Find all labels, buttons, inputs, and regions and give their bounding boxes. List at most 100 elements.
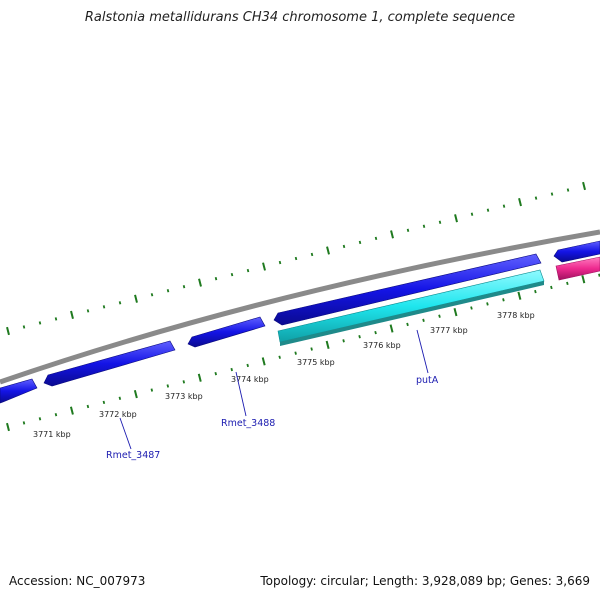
tick-label-3776: 3776 kbp — [363, 341, 401, 350]
outer-ruler-tick — [358, 240, 362, 245]
inner-ruler-tick — [182, 380, 186, 384]
inner-ruler-tick — [230, 367, 233, 372]
outer-ruler-tick — [422, 224, 426, 228]
map-title: Ralstonia metallidurans CH34 chromosome … — [84, 10, 516, 25]
inner-ruler-tick — [470, 306, 473, 310]
tick-label-3777: 3777 kbp — [430, 326, 468, 335]
leader-puta — [416, 329, 429, 374]
topology-summary: Topology: circular; Length: 3,928,089 bp… — [260, 574, 590, 588]
forward-strand-genes — [0, 240, 600, 404]
inner-ruler-tick — [166, 384, 170, 388]
outer-ruler-tick — [182, 285, 186, 289]
outer-ruler-tick — [70, 310, 74, 320]
outer-ruler-tick — [230, 272, 234, 277]
inner-ruler-tick — [133, 390, 138, 399]
leader-rmet-3487 — [119, 417, 132, 450]
reverse-strand-genes — [277, 256, 600, 346]
inner-ruler-tick — [69, 406, 74, 415]
inner-ruler-tick — [406, 322, 409, 327]
inner-ruler-tick — [6, 422, 10, 432]
outer-ruler-tick — [502, 204, 506, 208]
gene-labels: Rmet_3487 Rmet_3488 putA — [106, 375, 439, 461]
outer-ruler-tick — [54, 317, 58, 321]
forward-gene-3 — [187, 316, 266, 348]
inner-ruler-tick — [54, 413, 58, 417]
outer-ruler-tick — [214, 276, 218, 281]
tick-labels: 3771 kbp 3772 kbp 3773 kbp 3774 kbp 3775… — [33, 311, 535, 439]
sequence-backbone — [0, 229, 600, 385]
gene-label-rmet-3487: Rmet_3487 — [106, 450, 160, 461]
outer-ruler-tick — [38, 321, 42, 325]
inner-ruler-tick — [118, 396, 122, 400]
inner-ruler-tick — [102, 400, 106, 405]
inner-ruler-tick — [22, 421, 26, 425]
outer-ruler-tick — [262, 262, 266, 271]
inner-ruler-tick — [86, 404, 90, 409]
outer-ruler-tick — [438, 220, 442, 224]
tick-label-3773: 3773 kbp — [165, 392, 203, 401]
outer-ruler-tick — [102, 305, 106, 309]
accession-label: Accession: NC_007973 — [9, 574, 146, 588]
inner-ruler-tick — [534, 289, 537, 294]
outer-ruler-tick — [550, 192, 554, 196]
inner-ruler-tick — [517, 291, 522, 300]
inner-ruler-tick — [261, 357, 266, 366]
inner-tick-ruler — [6, 273, 600, 432]
outer-tick-ruler — [6, 181, 586, 336]
outer-ruler-tick — [198, 278, 202, 287]
gene-leader-lines — [119, 329, 429, 450]
inner-ruler-tick — [294, 351, 297, 355]
outer-ruler-tick — [86, 309, 90, 313]
outer-ruler-tick — [310, 252, 314, 257]
inner-ruler-tick — [389, 324, 394, 333]
inner-ruler-tick — [358, 335, 361, 339]
outer-ruler-tick — [246, 268, 250, 273]
tick-label-3775: 3775 kbp — [297, 358, 335, 367]
outer-ruler-tick — [390, 230, 394, 239]
outer-ruler-tick — [374, 236, 378, 241]
inner-ruler-tick — [325, 340, 330, 350]
outer-ruler-tick — [470, 212, 474, 216]
outer-ruler-tick — [166, 289, 170, 293]
tick-label-3772: 3772 kbp — [99, 410, 137, 419]
outer-ruler-tick — [518, 198, 522, 207]
inner-ruler-tick — [438, 314, 441, 318]
forward-gene-1 — [0, 378, 38, 404]
inner-ruler-tick — [150, 388, 154, 392]
tick-label-3771: 3771 kbp — [33, 430, 71, 439]
inner-ruler-tick — [581, 275, 586, 284]
leader-rmet-3488 — [235, 371, 247, 417]
outer-ruler-tick — [118, 301, 122, 305]
outer-ruler-tick — [486, 208, 490, 212]
outer-ruler-tick — [454, 214, 458, 223]
inner-ruler-tick — [38, 417, 42, 421]
outer-ruler-tick — [342, 244, 346, 249]
outer-ruler-tick — [22, 325, 26, 329]
inner-ruler-tick — [453, 307, 458, 317]
forward-gene-4 — [273, 253, 542, 326]
forward-gene-2 — [43, 340, 176, 387]
outer-ruler-tick — [534, 196, 538, 200]
inner-ruler-tick — [214, 371, 218, 376]
inner-ruler-tick — [246, 363, 249, 368]
outer-ruler-tick — [294, 256, 298, 261]
outer-ruler-tick — [582, 181, 586, 191]
inner-ruler-tick — [422, 318, 425, 322]
forward-gene-5 — [553, 240, 600, 263]
inner-ruler-tick — [550, 285, 553, 290]
inner-ruler-tick — [310, 347, 313, 351]
inner-ruler-tick — [566, 281, 569, 286]
outer-ruler-tick — [566, 188, 570, 192]
inner-ruler-tick — [342, 339, 345, 343]
inner-ruler-tick — [278, 355, 281, 359]
inner-ruler-tick — [486, 302, 489, 306]
outer-ruler-tick — [6, 326, 10, 336]
outer-ruler-tick — [326, 246, 330, 255]
inner-ruler-tick — [502, 298, 505, 302]
other-feature — [555, 256, 600, 281]
outer-ruler-tick — [278, 260, 282, 265]
outer-ruler-tick — [406, 228, 410, 232]
gene-label-puta: putA — [416, 375, 439, 386]
inner-ruler-tick — [374, 330, 377, 335]
